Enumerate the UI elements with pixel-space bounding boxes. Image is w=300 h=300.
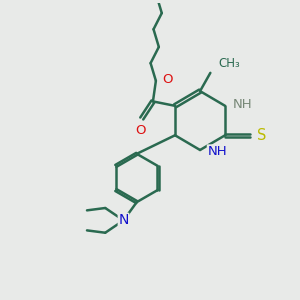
Text: O: O [135,124,146,137]
Text: O: O [162,73,173,86]
Text: CH₃: CH₃ [219,58,240,70]
Text: S: S [256,128,266,143]
Text: N: N [118,213,129,227]
Text: NH: NH [207,145,227,158]
Text: NH: NH [232,98,252,111]
